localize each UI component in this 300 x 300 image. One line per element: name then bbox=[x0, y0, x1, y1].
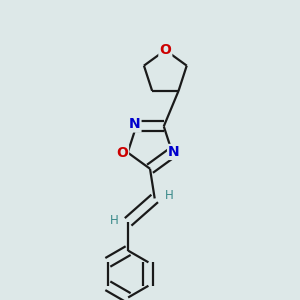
Text: H: H bbox=[110, 214, 118, 227]
Text: O: O bbox=[116, 146, 128, 160]
Text: H: H bbox=[165, 189, 174, 203]
Text: N: N bbox=[129, 118, 140, 131]
Text: N: N bbox=[168, 145, 180, 159]
Text: O: O bbox=[159, 43, 171, 57]
